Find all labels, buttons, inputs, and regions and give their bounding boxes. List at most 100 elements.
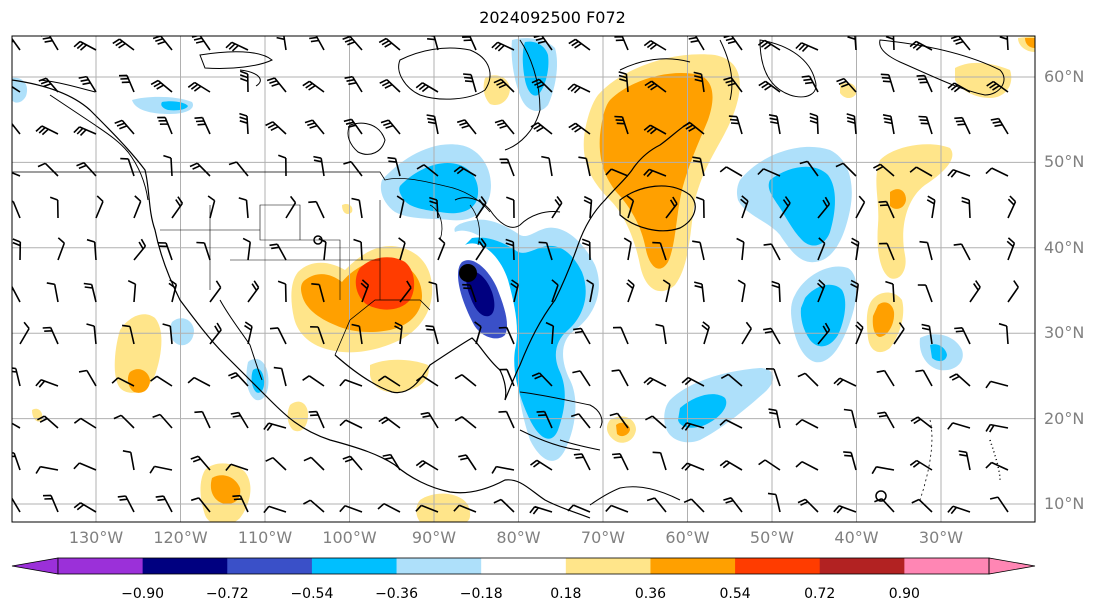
wind-barb — [190, 455, 211, 471]
colorbar-cell — [565, 558, 651, 574]
wind-barb — [12, 200, 21, 219]
wind-barb — [194, 116, 211, 135]
wind-barb — [885, 280, 895, 303]
wind-barb — [953, 243, 971, 261]
wind-barb — [342, 36, 363, 51]
colorbar-cell — [311, 558, 398, 574]
wind-barb — [209, 322, 222, 345]
wind-barb — [662, 279, 671, 303]
wind-barb — [378, 416, 401, 429]
wind-barb — [876, 369, 895, 387]
wind-barb — [342, 455, 363, 471]
wind-barb — [37, 415, 59, 429]
wind-barb — [265, 121, 287, 135]
wind-barb — [681, 462, 705, 471]
map-border — [11, 35, 1036, 523]
colorbar-cell — [904, 558, 990, 574]
wind-barb — [111, 377, 135, 387]
wind-barb — [12, 285, 21, 303]
wind-barb — [567, 83, 591, 94]
wind-barb — [353, 238, 363, 261]
wind-barb — [416, 164, 439, 177]
wind-barb — [581, 238, 591, 261]
wind-barb — [723, 497, 743, 513]
wind-barb — [568, 38, 591, 51]
wind-barb — [415, 504, 439, 513]
wind-barb — [399, 280, 412, 303]
wind-barb — [618, 71, 629, 93]
wind-barb — [694, 281, 705, 303]
wind-barb — [133, 195, 142, 219]
station-marker — [313, 235, 323, 245]
wind-barb — [78, 75, 97, 93]
wind-barb — [12, 238, 22, 261]
wind-barb — [494, 119, 515, 135]
wind-barb — [339, 419, 363, 429]
wind-barb — [652, 451, 667, 471]
wind-barb — [308, 200, 325, 219]
colorbar-tick-label: −0.72 — [205, 586, 249, 602]
wind-barb — [127, 279, 137, 303]
wind-barb — [850, 279, 859, 303]
wind-barb — [303, 456, 325, 471]
wind-barb — [645, 415, 667, 429]
wind-barb — [12, 171, 21, 177]
wind-barb — [230, 411, 249, 429]
wind-barb — [303, 499, 325, 513]
wind-barb — [42, 494, 59, 513]
wind-barb — [843, 451, 857, 471]
wind-barb — [545, 321, 555, 345]
wind-barb — [475, 238, 487, 261]
colorbar-tick-label: −0.18 — [459, 586, 503, 602]
wind-barb — [73, 40, 97, 51]
colorbar-cell — [227, 558, 313, 574]
station-marker — [875, 490, 887, 502]
wind-barb — [893, 322, 905, 345]
wind-barb — [380, 119, 401, 135]
wind-barb — [498, 368, 515, 387]
wind-barb — [551, 196, 563, 219]
wind-barb — [795, 42, 819, 52]
wind-barb — [304, 119, 325, 135]
colorbar-tick-label: 0.36 — [634, 586, 667, 602]
wind-barb — [605, 504, 629, 513]
wind-barb — [573, 453, 591, 471]
wind-barb — [570, 413, 591, 429]
wind-barb — [947, 422, 971, 430]
wind-barb — [425, 325, 439, 345]
wind-barb — [719, 460, 743, 471]
colorbar-tick-label: 0.90 — [888, 586, 920, 602]
colorbar-tick-label: 0.18 — [550, 586, 582, 602]
wind-barb — [242, 237, 251, 261]
wind-barb — [989, 496, 1009, 513]
wind-barb — [652, 241, 667, 261]
wind-barb — [758, 80, 781, 93]
wind-barb — [382, 453, 401, 471]
wind-barb — [46, 282, 59, 303]
wind-barb — [701, 321, 710, 345]
wind-barb — [493, 498, 515, 513]
colorbar-cell — [735, 558, 821, 574]
wind-barb — [609, 412, 629, 429]
wind-barb — [463, 73, 477, 93]
wind-barb — [855, 195, 866, 219]
wind-barb — [377, 502, 401, 513]
wind-barb — [302, 80, 325, 93]
wind-barb — [396, 195, 405, 219]
wind-barb — [985, 423, 1009, 433]
wind-barb — [263, 505, 287, 514]
longitude-label: 80°W — [496, 528, 541, 547]
wind-barb — [95, 195, 104, 219]
wind-barb — [877, 411, 895, 429]
colorbar-tick-label: −0.54 — [290, 586, 334, 602]
latitude-label: 40°N — [1044, 237, 1085, 257]
wind-barb — [985, 461, 1009, 471]
wind-barb — [498, 326, 515, 345]
wind-barb — [950, 36, 971, 51]
wind-barb — [723, 76, 743, 93]
wind-barb — [474, 321, 482, 345]
colorbar-extend-left — [11, 557, 59, 575]
wind-barb — [415, 82, 439, 93]
wind-barb — [158, 242, 173, 261]
wind-barb — [728, 115, 743, 135]
